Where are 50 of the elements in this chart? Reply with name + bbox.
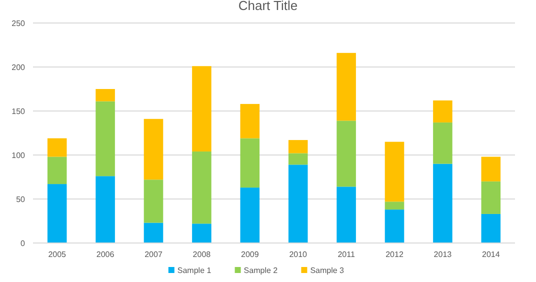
x-tick-label: 2012 — [386, 250, 404, 259]
bar — [336, 186, 356, 243]
y-tick-label: 0 — [20, 238, 26, 248]
x-tick-label: 2013 — [434, 250, 452, 259]
bar — [384, 142, 404, 202]
bar — [481, 181, 501, 214]
chart-title: Chart Title — [238, 0, 298, 13]
bar — [336, 120, 356, 187]
bar — [433, 100, 452, 122]
x-tick-label: 2005 — [48, 250, 67, 259]
bar — [192, 224, 212, 243]
x-tick-label: 2008 — [192, 250, 212, 259]
bar — [384, 202, 404, 210]
bar — [288, 153, 308, 165]
y-tick-label: 250 — [12, 18, 26, 28]
x-tick-label: 2006 — [96, 250, 115, 259]
bar — [96, 176, 115, 243]
legend-label: Sample 1 — [177, 266, 212, 275]
bar — [240, 104, 260, 138]
bar — [47, 138, 67, 157]
bar — [96, 89, 115, 102]
bar — [47, 184, 67, 243]
bar — [240, 188, 260, 243]
bar — [144, 118, 164, 180]
bar — [192, 151, 212, 224]
bar — [240, 138, 260, 188]
bar — [433, 164, 452, 243]
bar — [47, 156, 67, 184]
y-tick-label: 50 — [16, 194, 26, 204]
x-tick-label: 2009 — [241, 250, 260, 259]
bar — [144, 180, 164, 223]
bar — [481, 214, 501, 243]
bar — [288, 164, 308, 243]
legend-label: Sample 2 — [244, 266, 278, 275]
legend-label: Sample 3 — [310, 266, 345, 275]
bar — [433, 122, 452, 164]
x-tick-label: 2011 — [338, 250, 356, 259]
bar — [481, 156, 501, 182]
bar — [192, 66, 212, 152]
y-tick-label: 200 — [12, 62, 26, 72]
x-tick-label: 2014 — [482, 250, 500, 259]
y-tick-label: 100 — [12, 150, 26, 160]
bar — [96, 101, 115, 176]
bar — [288, 140, 308, 154]
x-tick-label: 2010 — [289, 250, 308, 259]
bar — [336, 52, 356, 121]
bar — [384, 210, 404, 243]
x-tick-label: 2007 — [144, 250, 163, 259]
bar — [144, 222, 164, 243]
y-tick-label: 150 — [12, 106, 26, 116]
